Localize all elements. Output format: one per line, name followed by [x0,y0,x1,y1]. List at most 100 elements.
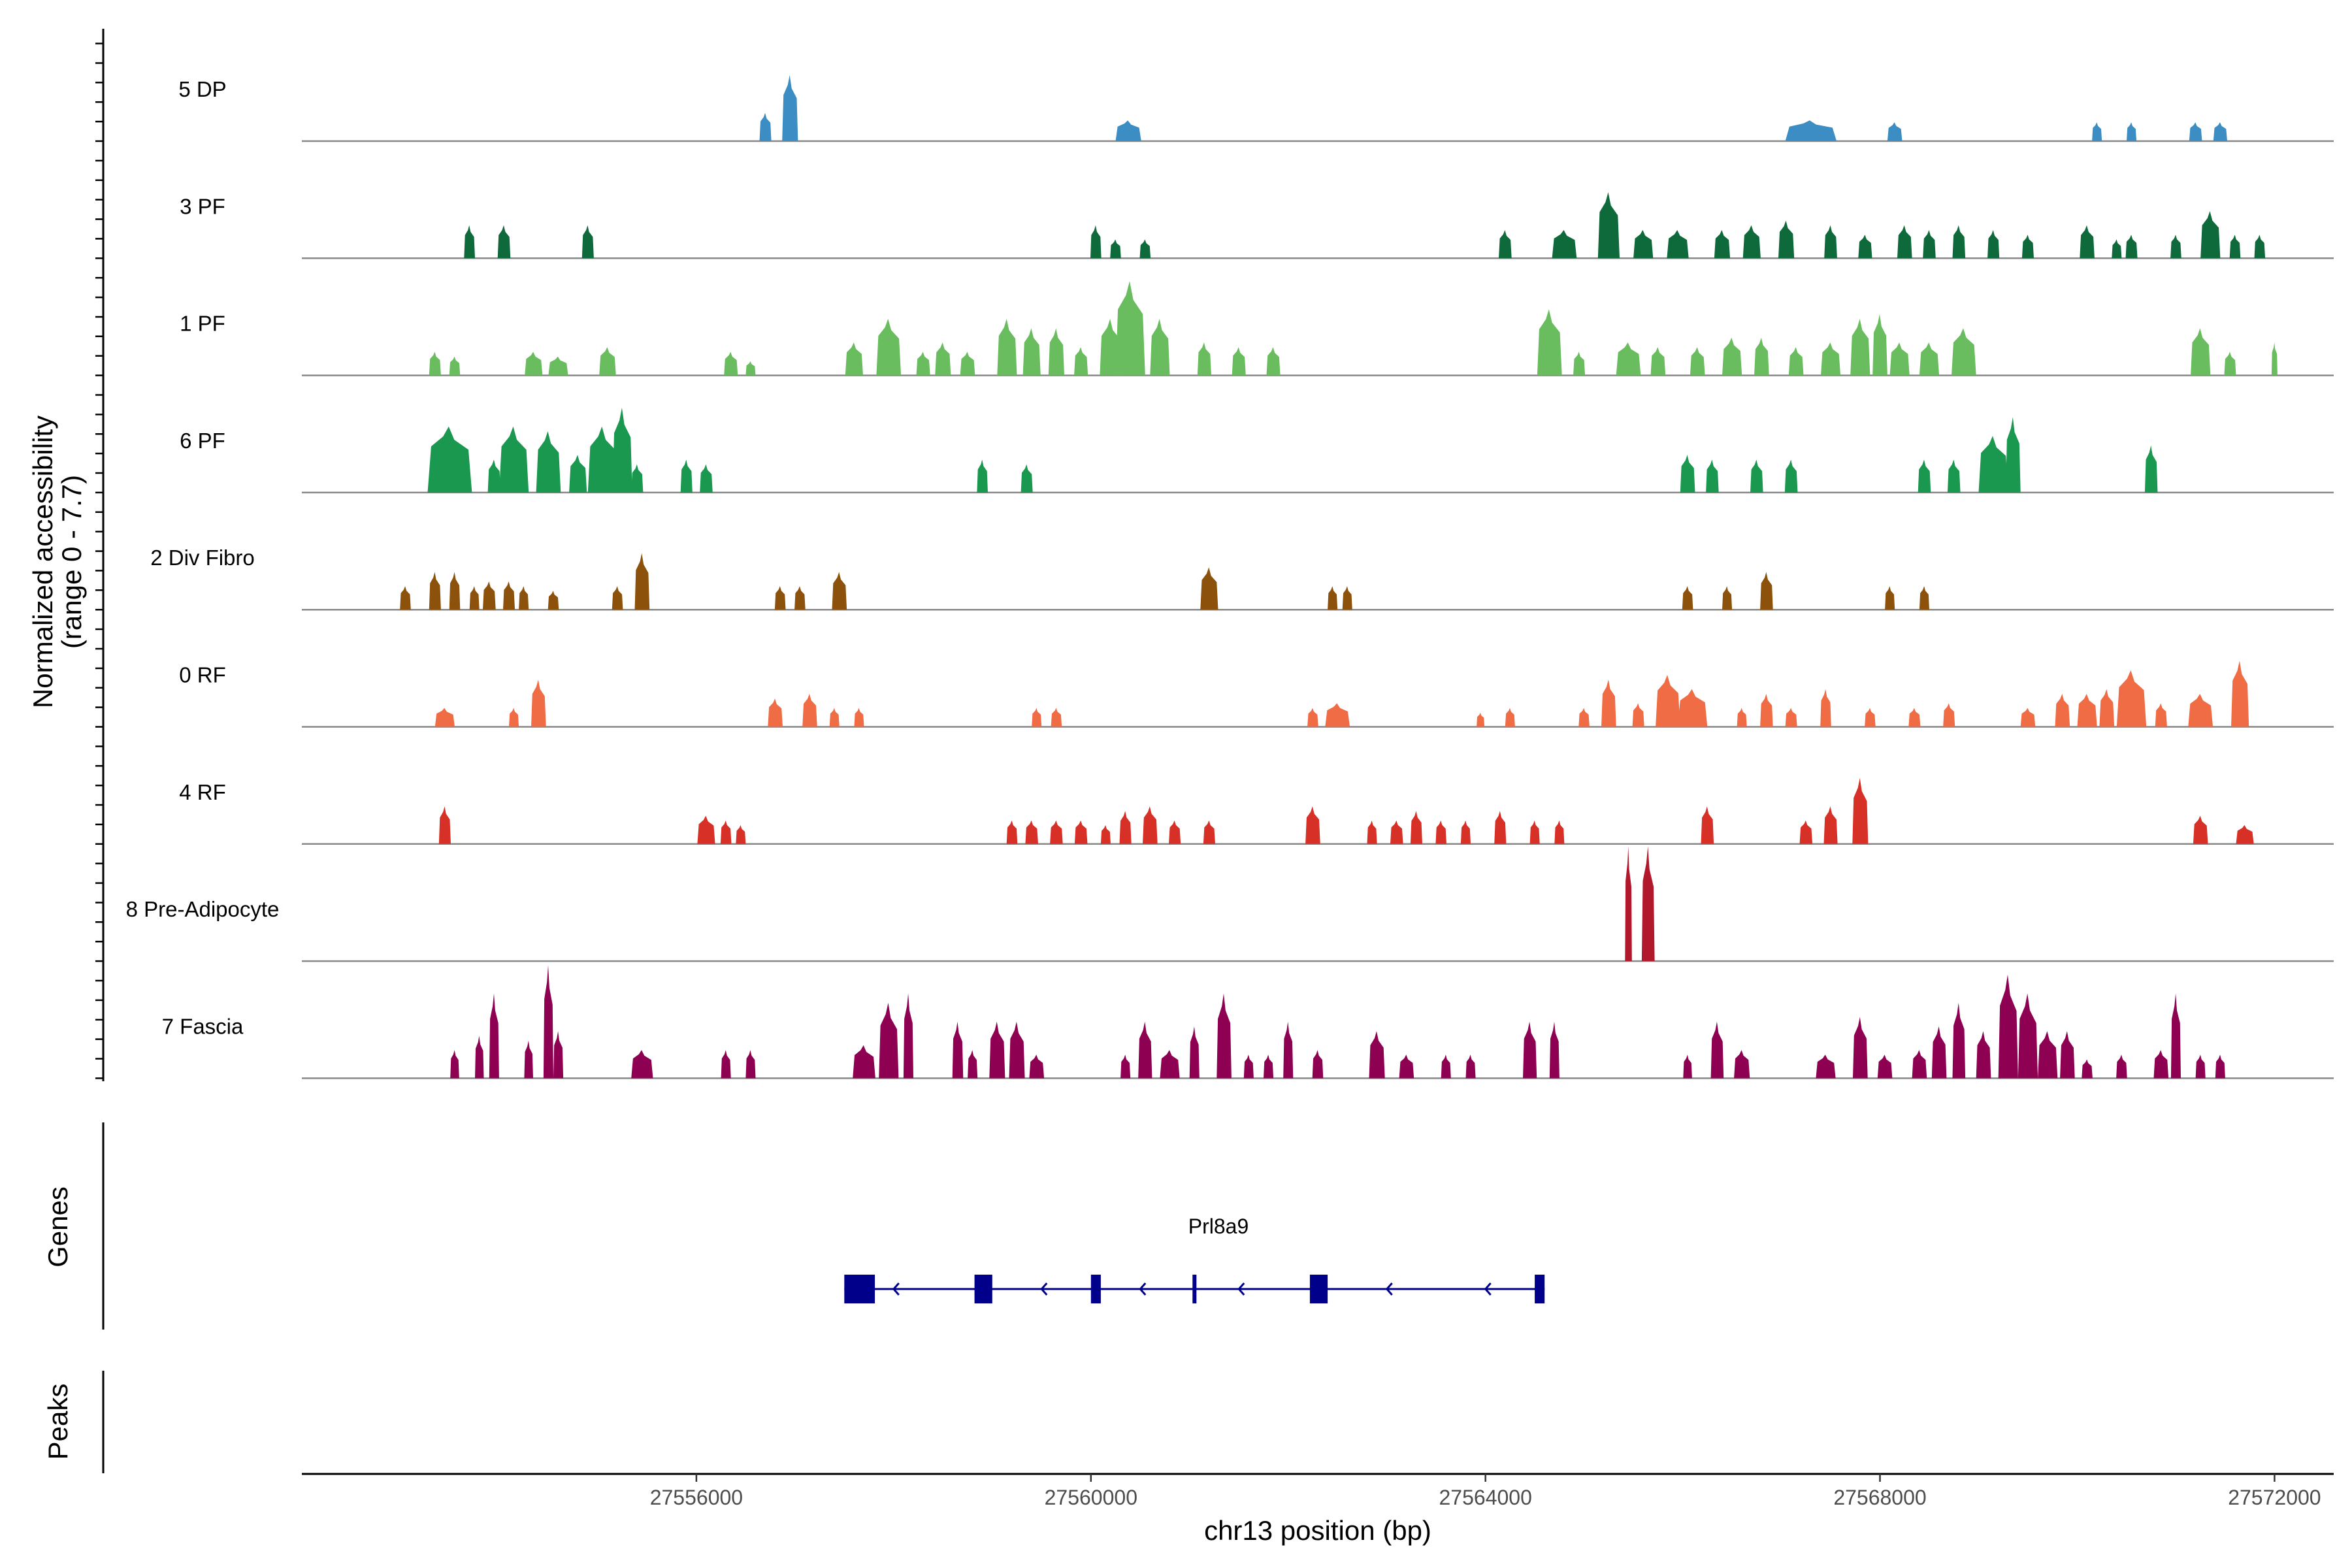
coverage-peak [1022,328,1041,376]
coverage-peak [553,1031,564,1079]
coverage-peak [1494,811,1507,844]
coverage-peak [1367,820,1377,844]
coverage-peak [525,351,543,376]
coverage-peak [1799,820,1813,844]
coverage-peak [2092,122,2102,141]
coverage-peak [587,426,618,493]
coverage-peak [1264,1054,1274,1079]
coverage-peak [2155,703,2167,727]
coverage-peak [1325,703,1350,727]
coverage-peak [631,1050,653,1079]
coverage-peak [487,459,501,493]
coverage-peak [1785,120,1837,141]
coverage-peak [1853,1017,1868,1079]
x-tick-label: 27564000 [1439,1486,1532,1509]
coverage-peak [2215,1054,2225,1079]
coverage-peak [2060,1031,2075,1079]
y-axis-title-line1: Normalized accessibility [27,416,58,708]
coverage-peak [759,112,772,141]
coverage-peak [1110,239,1121,259]
coverage-peak [531,679,546,727]
strand-arrow [1040,1282,1048,1296]
coverage-peak [1573,351,1586,376]
coverage-peak [853,1045,875,1079]
coverage-peak [1328,586,1338,610]
coverage-peak [427,426,472,493]
coverage-peak [1931,1026,1947,1079]
gene-exon [844,1275,875,1303]
coverage-peak [1858,235,1872,259]
x-axis-ticks: 27556000 27560000 27564000 27568000 27572000 [650,1474,2321,1509]
coverage-peak [1737,708,1747,727]
coverage-peak [968,1050,978,1079]
coverage-peak [438,806,451,844]
coverage-peak [2188,694,2213,727]
coverage-peak [2193,815,2208,844]
coverage-peak [2082,1059,2093,1079]
coverage-peak [1976,1031,1991,1079]
peaks-panel-label: Peaks [42,1384,73,1460]
coverage-peak [612,586,623,610]
coverage-peak [1529,820,1540,844]
coverage-peak [736,825,746,844]
coverage-peak [1523,1021,1537,1079]
coverage-peak [2189,122,2202,141]
coverage-peak [400,586,411,610]
x-tick-label: 27556000 [650,1486,743,1509]
coverage-peak [1852,777,1869,844]
track-8-pre-adipocyte: 8 Pre-Adipocyte [126,846,2334,962]
coverage-peak [794,586,806,610]
track-label: 7 Fascia [162,1014,244,1038]
coverage-peak [599,347,616,376]
coverage-peak [1641,846,1655,962]
track-label: 8 Pre-Adipocyte [126,897,280,921]
track-6-pf: 6 PF [180,408,2334,494]
coverage-peak [952,1021,964,1079]
strand-arrow [1484,1282,1492,1296]
coverage-peak [724,351,738,376]
coverage-peak [1742,225,1761,259]
strand-arrow [1385,1282,1393,1296]
coverage-tracks: 5 DP 3 PF 1 PF 6 PF 2 Div Fibro 0 RF 4 RF 8 Pre… [126,74,2334,1079]
coverage-peak [548,356,568,376]
coverage-peak [700,464,713,493]
coverage-peak [1690,347,1705,376]
coverage-peak [1682,586,1693,610]
coverage-peak [2127,122,2137,141]
coverage-peak [1919,342,1940,376]
coverage-peak [2116,670,2147,727]
coverage-peak [2236,825,2254,844]
coverage-peak [2006,417,2021,493]
coverage-peak [1115,120,1141,141]
coverage-peak [1750,459,1763,493]
strand-arrow [1139,1282,1147,1296]
coverage-peak [720,820,732,844]
coverage-peak [1435,820,1446,844]
coverage-peak [450,1050,459,1079]
coverage-peak [519,586,529,610]
coverage-peak [498,426,529,493]
coverage-peak [1885,586,1895,610]
coverage-peak [1784,459,1798,493]
coverage-peak [1074,347,1088,376]
coverage-peak [1754,337,1769,376]
coverage-peak [547,591,559,610]
coverage-peak [1601,679,1616,727]
coverage-peak [1706,459,1719,493]
coverage-peak [581,225,594,259]
track-label: 2 Div Fibro [150,546,255,570]
coverage-peak [1947,459,1961,493]
coverage-peak [449,356,461,376]
coverage-peak [524,1040,533,1079]
coverage-peak [1410,811,1422,844]
coverage-peak [1200,567,1218,610]
coverage-peak [1872,314,1887,376]
coverage-peak [2229,235,2241,259]
coverage-peak [697,815,715,844]
coverage-peak [1650,347,1666,376]
coverage-peak [782,74,798,141]
coverage-peak [1217,993,1232,1079]
coverage-peak [1821,342,1841,376]
coverage-peak [2170,993,2181,1079]
coverage-peak [2116,1054,2127,1079]
